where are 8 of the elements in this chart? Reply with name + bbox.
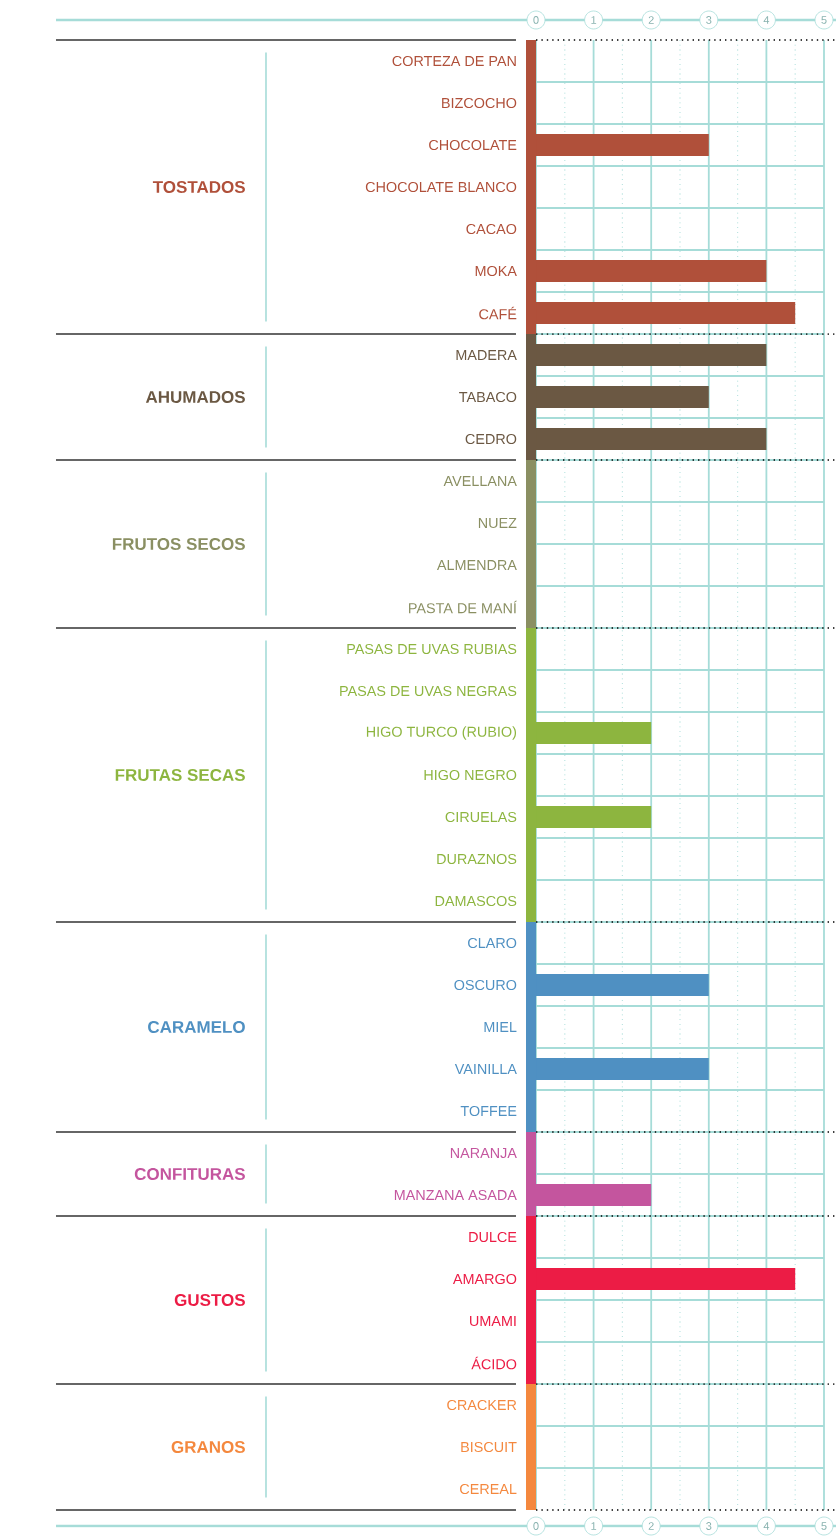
text: GUSTOS	[174, 1294, 245, 1307]
text: FRUTOS SECOS	[112, 538, 245, 551]
text: AHUMADOS	[145, 391, 245, 404]
text: GRANOS	[171, 1441, 245, 1454]
text: FRUTAS SECAS	[115, 769, 245, 782]
text: CARAMELO	[148, 1021, 245, 1034]
text: CONFITURAS	[134, 1168, 245, 1181]
text: TOSTADOS	[152, 181, 245, 194]
